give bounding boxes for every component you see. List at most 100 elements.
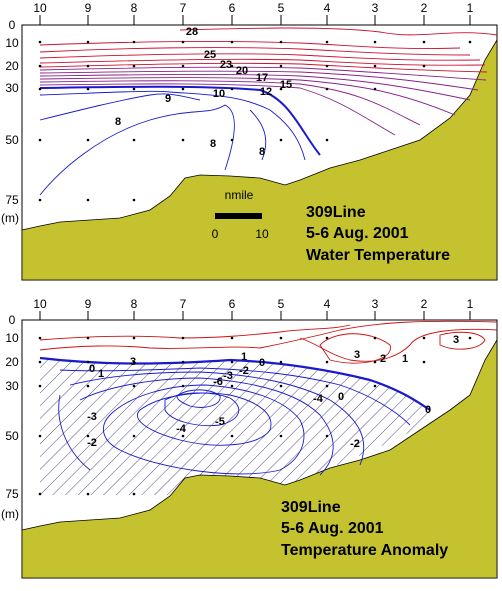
bottom-contour-label: 1	[98, 368, 104, 380]
bottom-station-labels: 10 9 8 7 6 5 4 3 2 1	[33, 297, 473, 311]
bottom-station-label: 8	[131, 297, 138, 311]
top-station-label: 4	[324, 1, 331, 15]
top-contour-label: 17	[256, 72, 268, 84]
bottom-contour-label: 0	[89, 363, 95, 375]
top-contour-label: 8	[259, 146, 265, 158]
top-cold-isotherms	[39, 85, 321, 196]
bottom-depth-label: 0	[9, 313, 16, 327]
top-depth-label: 0	[9, 18, 16, 32]
bottom-station-label: 4	[324, 297, 331, 311]
negative-anomaly-hatch	[40, 358, 430, 495]
bottom-contour-label: 0	[338, 391, 344, 403]
bottom-contour-label: 3	[130, 356, 136, 368]
bottom-contour-label: -4	[176, 423, 187, 435]
bottom-contour-label: 1	[402, 353, 408, 365]
top-station-label: 9	[85, 1, 92, 15]
bottom-contour-label: -2	[350, 438, 360, 450]
top-station-dots	[38, 40, 472, 202]
bottom-contour-label: -3	[87, 411, 97, 423]
bottom-station-label: 1	[467, 297, 474, 311]
bottom-station-label: 10	[33, 297, 47, 311]
bottom-contour-label: -2	[87, 437, 97, 449]
top-contour-label: 12	[260, 86, 272, 98]
top-depth-label: 75	[5, 193, 19, 207]
bottom-contour-label: 3	[354, 349, 360, 361]
bottom-info-line: 309Line	[281, 499, 341, 516]
top-station-label: 2	[421, 1, 428, 15]
top-contour-labels: 28 25 23 20 17 15 12 10 9 8 8 8	[115, 26, 292, 158]
scale-bar: nmile 0 10	[212, 188, 269, 241]
bottom-station-label: 9	[85, 297, 92, 311]
bottom-contour-label: 0	[259, 357, 265, 369]
top-mid-isotherms	[39, 66, 487, 136]
bottom-contour-label: -5	[215, 416, 225, 428]
bottom-info-line: Temperature Anomaly	[281, 542, 448, 559]
top-contour-label: 20	[236, 65, 248, 77]
top-station-label: 3	[372, 1, 379, 15]
bottom-contour-labels: 3 3 2 1 3 1 0 0 1 0 -2 -3 -6 -5 -4 -4 -3…	[87, 334, 459, 450]
top-contour-label: 15	[280, 79, 292, 91]
scale-bar-bar	[215, 213, 262, 219]
zero-anomaly-contour	[39, 356, 431, 411]
bottom-depth-label: 50	[5, 429, 19, 443]
bottom-seabed	[21, 338, 498, 579]
bottom-station-label: 2	[421, 297, 428, 311]
top-station-labels: 10 9 8 7 6 5 4 3 2 1	[33, 1, 473, 15]
top-contour-label: 8	[210, 138, 216, 150]
negative-anomaly-contours	[58, 367, 411, 476]
top-depth-label: 20	[5, 59, 19, 73]
bottom-contour-label: 1	[241, 351, 247, 363]
scale-bar-end: 10	[255, 227, 269, 241]
bottom-station-label: 6	[229, 297, 236, 311]
bottom-depth-label: 30	[5, 379, 19, 393]
top-station-label: 5	[278, 1, 285, 15]
positive-anomaly-contours	[39, 320, 498, 364]
bottom-station-label: 3	[372, 297, 379, 311]
bottom-info-line: 5-6 Aug. 2001	[281, 520, 384, 537]
scale-bar-start: 0	[212, 227, 219, 241]
bottom-depth-labels: 0 10 20 30 50 75 (m)	[1, 313, 19, 521]
top-contour-label: 10	[213, 88, 225, 100]
top-station-label: 1	[467, 1, 474, 15]
bottom-contour-label: 3	[453, 334, 459, 346]
bottom-station-dots	[38, 336, 472, 496]
top-contour-label: 23	[220, 59, 232, 71]
bottom-panel: 10 9 8 7 6 5 4 3 2 1 0 10 20 30 50 75 (m…	[1, 297, 498, 579]
top-contour-label: 9	[165, 93, 171, 105]
top-info-line: Water Temperature	[306, 247, 450, 264]
bottom-depth-label: 20	[5, 355, 19, 369]
top-info-line: 309Line	[306, 204, 366, 221]
top-depth-label: 30	[5, 81, 19, 95]
top-contour-label: 8	[115, 116, 121, 128]
top-seabed	[21, 38, 498, 281]
top-warm-isotherms	[39, 27, 498, 73]
bottom-info-block: 309Line 5-6 Aug. 2001 Temperature Anomal…	[281, 499, 448, 559]
top-panel: 10 9 8 7 6 5 4 3 2 1 0 10 20 30 50 75 (m…	[1, 1, 498, 281]
top-depth-label: 50	[5, 133, 19, 147]
top-station-label: 7	[180, 1, 187, 15]
bottom-contour-label: -4	[313, 393, 324, 405]
bottom-depth-label: 75	[5, 487, 19, 501]
bottom-station-ticks	[39, 311, 471, 320]
top-depth-label: 10	[5, 36, 19, 50]
top-station-ticks	[39, 15, 471, 25]
bottom-station-label: 5	[278, 297, 285, 311]
bottom-depth-unit: (m)	[1, 507, 19, 521]
top-contour-label: 28	[186, 26, 198, 38]
bottom-contour-label: -6	[213, 376, 223, 388]
bottom-contour-label: -2	[239, 365, 249, 377]
top-contour-label: 25	[204, 49, 216, 61]
scale-bar-label: nmile	[225, 188, 254, 202]
bottom-depth-label: 10	[5, 331, 19, 345]
top-station-label: 10	[33, 1, 47, 15]
top-station-label: 8	[131, 1, 138, 15]
top-depth-labels: 0 10 20 30 50 75 (m)	[1, 18, 19, 225]
bottom-contour-label: 0	[425, 404, 431, 416]
bottom-station-label: 7	[180, 297, 187, 311]
bottom-contour-label: -3	[223, 370, 233, 382]
top-depth-unit: (m)	[1, 211, 19, 225]
top-station-label: 6	[229, 1, 236, 15]
top-info-block: 309Line 5-6 Aug. 2001 Water Temperature	[306, 204, 450, 264]
top-info-line: 5-6 Aug. 2001	[306, 225, 409, 242]
